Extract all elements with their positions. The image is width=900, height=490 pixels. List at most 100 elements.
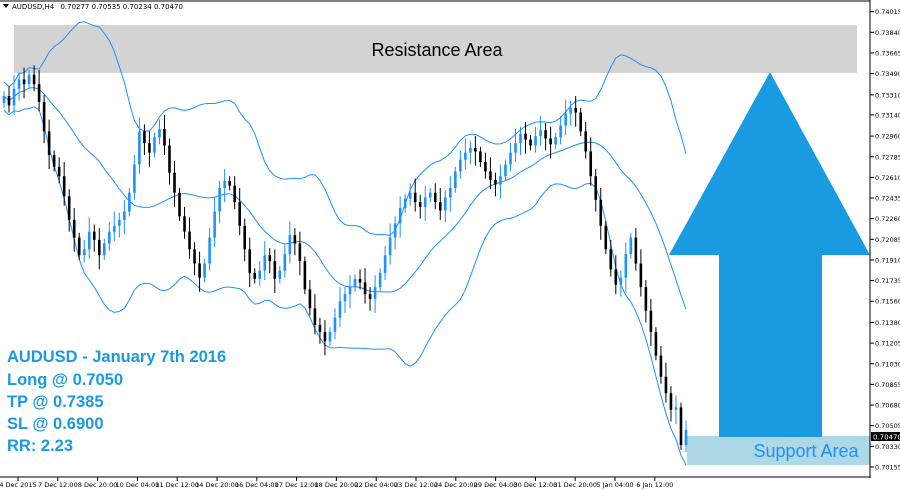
candle-body [198,263,201,278]
y-tick-label: 0.72260 [875,215,900,223]
candle-body [484,162,487,172]
y-tick-label: 0.74015 [875,8,900,16]
x-tick-label: 8 Dec 20:00 [78,481,118,489]
candle-body [308,289,312,309]
candle-body [57,166,61,177]
candle-body [283,254,287,271]
candle-body [173,172,176,193]
candle-body [2,96,6,104]
candle-body [449,188,452,198]
candle-body [388,237,392,256]
y-tick-label: 0.73310 [875,91,900,99]
candle-body [614,269,618,285]
candle-body [32,74,36,85]
candle-body [348,287,352,295]
x-tick-label: 16 Dec 04:00 [235,481,279,489]
x-tick-label: 22 Dec 04:00 [354,481,398,489]
candle-body [17,79,21,89]
y-tick-label: 0.71735 [875,277,900,285]
candle-body [489,171,492,180]
candle-body [148,143,151,153]
y-tick-label: 0.73490 [875,70,900,78]
candle-body [248,249,252,273]
candle-body [479,151,482,163]
trade-risk-reward: RR: 2.23 [7,437,73,455]
candle-body [383,255,387,273]
candle-body [188,231,191,250]
candle-body [549,138,552,145]
y-tick-label: 0.71205 [875,340,900,348]
x-tick-label: 30 Dec 12:00 [514,481,558,489]
y-tick-label: 0.73665 [875,49,900,57]
candle-body [313,308,317,325]
candle-body [87,231,91,250]
candle-body [664,376,668,394]
support-area-label: Support Area [753,441,859,461]
candle-body [398,208,402,224]
candle-body [428,192,432,198]
candle-body [564,113,567,126]
candle-body [47,131,51,155]
candle-body [509,152,512,165]
resistance-area-label: Resistance Area [371,40,503,60]
dropdown-triangle-icon[interactable] [3,4,9,8]
candle-body [7,96,11,106]
candle-body [459,159,462,172]
x-tick-label: 5 Jan 04:00 [596,481,633,489]
candle-body [464,152,467,160]
candle-body [223,180,226,189]
y-tick-label: 0.70855 [875,381,900,389]
candles [2,65,688,453]
candle-body [559,125,562,138]
candle-body [102,243,106,256]
candle-body [37,84,41,102]
x-tick-label: 4 Dec 2015 [0,481,37,489]
candle-body [213,211,216,238]
candle-body [27,74,31,85]
y-tick-label: 0.71380 [875,319,900,327]
x-tick-label: 29 Dec 04:00 [474,481,518,489]
candle-body [67,196,71,220]
candle-body [644,287,648,311]
candle-body [469,147,472,153]
candle-body [328,331,332,342]
candle-body [238,202,241,226]
candle-body [514,143,517,153]
candle-body [77,237,81,256]
candle-body [679,407,683,446]
candle-body [373,287,377,299]
y-tick-label: 0.72960 [875,133,900,141]
y-tick-label: 0.72610 [875,174,900,182]
y-tick-label: 0.70155 [875,463,900,471]
candle-body [504,164,507,177]
candle-body [353,278,357,288]
candle-body [97,239,101,256]
x-tick-label: 6 Jan 12:00 [636,481,673,489]
candle-body [584,131,588,152]
candle-body [318,324,322,332]
symbol-label: AUDUSD,H4 [12,3,55,11]
candle-body [62,176,66,197]
trade-take-profit: TP @ 0.7385 [7,393,104,411]
y-tick-label: 0.73840 [875,29,900,37]
candle-body [208,237,211,264]
candle-body [273,261,277,279]
candle-body [669,393,673,410]
trade-entry: Long @ 0.7050 [7,371,123,389]
candle-body [619,277,623,285]
candle-body [333,317,337,332]
up-arrow-icon [669,72,870,437]
y-tick-label: 0.71030 [875,360,900,368]
candle-body [418,202,422,207]
chart-title: AUDUSD,H4 0.70277 0.70535 0.70234 0.7047… [12,3,183,11]
price-tag-bg [871,432,900,441]
candle-body [589,151,593,177]
candle-body [22,79,26,85]
candle-body [293,235,297,244]
y-tick-label: 0.72785 [875,153,900,161]
candle-body [639,263,643,288]
candle-body [609,249,613,270]
y-tick-label: 0.72435 [875,195,900,203]
